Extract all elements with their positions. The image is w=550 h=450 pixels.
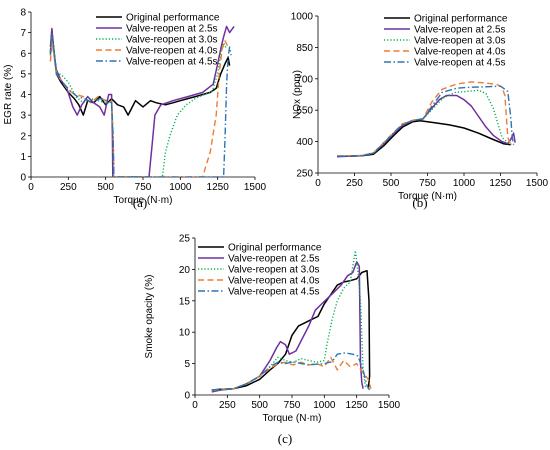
y-tick-label: 10 (179, 328, 191, 339)
legend-label: Valve-reopen at 4.0s (126, 46, 218, 57)
y-tick-label: 15 (179, 296, 191, 307)
y-tick-label: 6 (20, 49, 26, 60)
legend-label: Original performance (414, 14, 508, 25)
series-line-valve-reopen-at-3-0s (336, 89, 513, 157)
x-axis-label: Torque (N·m) (114, 195, 173, 206)
x-tick-label: 500 (97, 182, 114, 193)
x-tick-label: 750 (419, 178, 436, 189)
legend-label: Valve-reopen at 3.0s (414, 36, 506, 47)
y-tick-label: 5 (184, 359, 190, 370)
y-tick-label: 1000 (291, 12, 314, 23)
series-line-valve-reopen-at-4-5s (49, 36, 232, 177)
y-axis-label: NOx (ppm) (292, 70, 303, 119)
panel-label: (c) (278, 431, 292, 446)
panel-label: (b) (412, 195, 427, 210)
x-tick-label: 0 (192, 400, 198, 411)
y-tick-label: 4 (20, 90, 26, 101)
legend-label: Valve-reopen at 2.5s (228, 254, 320, 265)
y-tick-label: 0 (184, 391, 190, 402)
y-tick-label: 700 (296, 74, 313, 85)
y-tick-label: 250 (296, 169, 313, 180)
y-tick-label: 550 (296, 106, 313, 117)
series-line-valve-reopen-at-4-5s (336, 85, 515, 157)
x-tick-label: 750 (284, 400, 301, 411)
x-tick-label: 0 (28, 182, 34, 193)
x-tick-label: 1250 (489, 178, 512, 189)
chart-panel-2: 0 250 500 750 1000 1250 1500250400550700850100… (291, 12, 549, 211)
y-tick-label: 850 (296, 43, 313, 54)
series-line-valve-reopen-at-4-0s (337, 81, 512, 157)
x-tick-label: 1000 (453, 178, 476, 189)
y-tick-label: 3 (20, 111, 26, 122)
x-tick-label: 500 (251, 400, 268, 411)
legend-label: Valve-reopen at 4.0s (228, 276, 320, 287)
x-axis-label: Torque (N·m) (263, 413, 322, 424)
x-tick-label: 250 (60, 182, 77, 193)
legend-label: Valve-reopen at 4.5s (126, 57, 218, 68)
legend-label: Valve-reopen at 3.0s (228, 265, 320, 276)
x-tick-label: 1500 (378, 400, 401, 411)
x-tick-label: 250 (346, 178, 363, 189)
x-tick-label: 1500 (244, 182, 267, 193)
legend-label: Valve-reopen at 4.5s (228, 287, 320, 298)
series-line-original-performance (49, 29, 231, 116)
y-tick-label: 8 (20, 8, 26, 19)
chart-panel-1: 0 250 500 750 1000 1250 1500 0 1 2 3 4 5 6 7 8 Torque (N… (3, 8, 267, 211)
x-tick-label: 1000 (169, 182, 192, 193)
y-axis-label: Smoke opacity (%) (144, 275, 155, 359)
y-tick-label: 5 (20, 69, 26, 80)
x-tick-label: 1250 (207, 182, 230, 193)
x-tick-label: 0 (315, 178, 321, 189)
legend-label: Valve-reopen at 4.5s (414, 58, 506, 69)
legend-label: Valve-reopen at 2.5s (126, 24, 218, 35)
legend-label: Valve-reopen at 4.0s (414, 47, 506, 58)
legend-label: Valve-reopen at 2.5s (414, 25, 506, 36)
series-line-valve-reopen-at-2-5s (336, 94, 516, 158)
y-axis-label: EGR rate (%) (3, 64, 14, 124)
series-line-valve-reopen-at-4-5s (211, 352, 371, 391)
x-tick-label: 500 (383, 178, 400, 189)
legend-label: Valve-reopen at 3.0s (126, 35, 218, 46)
series-line-original-performance (211, 269, 371, 391)
legend-label: Original performance (126, 13, 220, 24)
y-tick-label: 25 (179, 234, 191, 245)
legend-label: Original performance (228, 243, 322, 254)
y-tick-label: 400 (296, 137, 313, 148)
y-tick-label: 7 (20, 28, 26, 39)
panel-label: (a) (133, 195, 147, 210)
x-tick-label: 1500 (526, 178, 549, 189)
y-tick-label: 2 (20, 131, 26, 142)
y-tick-label: 1 (20, 152, 26, 163)
x-tick-label: 1000 (313, 400, 336, 411)
y-tick-label: 20 (179, 265, 191, 276)
x-tick-label: 750 (135, 182, 152, 193)
x-tick-label: 1250 (346, 400, 369, 411)
y-tick-label: 0 (20, 173, 26, 184)
x-axis-label: Torque (N·m) (398, 191, 457, 202)
chart-panel-3: 0 250 500 750 1000 1250 1500 0 5 10 15 20 25 Torque (… (144, 234, 401, 447)
x-tick-label: 250 (219, 400, 236, 411)
